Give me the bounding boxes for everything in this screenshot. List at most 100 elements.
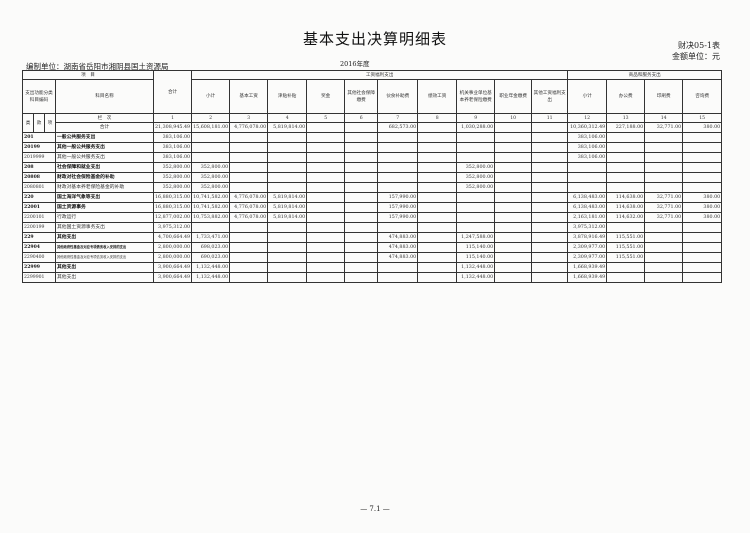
cell-col-4 (267, 162, 308, 173)
column-header: 其他工资福利支出 (531, 79, 569, 114)
cell-col-4: 5,819,814.00 (267, 212, 308, 223)
cell-col-8 (417, 202, 458, 213)
cell-col-9 (456, 222, 496, 233)
name-header: 科目名称 (55, 79, 154, 114)
cell-col-11 (531, 202, 569, 213)
organization: 编制单位：湖南省岳阳市湘阴县国土资源局 (26, 62, 169, 71)
cell-col-6 (344, 272, 379, 283)
cell-col-5 (306, 172, 346, 183)
cell-col-7 (377, 262, 419, 273)
cell-col-10 (494, 272, 533, 283)
cell-col-7 (377, 222, 419, 233)
cell-col-15 (682, 132, 723, 143)
cell-col-13 (606, 272, 646, 283)
cell-col-8 (417, 212, 458, 223)
row-code: 20808 (22, 172, 56, 183)
cell-col-4 (267, 272, 308, 283)
cell-col-8 (417, 182, 458, 193)
cell-col-9 (456, 152, 496, 163)
cell-col-1: 2,800,000.00 (152, 242, 193, 253)
cell-col-5 (306, 252, 346, 263)
cell-col-10 (494, 222, 533, 233)
column-header: 机关事业单位基本养老保险缴费 (456, 79, 496, 114)
cell-col-7 (377, 132, 419, 143)
cell-col-4 (267, 152, 308, 163)
cell-col-9 (456, 132, 496, 143)
cell-col-8 (417, 122, 458, 133)
cell-col-9 (456, 192, 496, 203)
cell-col-1: 383,106.00 (152, 132, 193, 143)
cell-col-7: 157,990.00 (377, 192, 419, 203)
cell-col-1: 383,106.00 (152, 142, 193, 153)
cell-col-2 (191, 152, 231, 163)
cell-col-14: 32,771.00 (644, 122, 684, 133)
column-number: 12 (567, 113, 608, 123)
cell-col-11 (531, 162, 569, 173)
cell-col-15 (682, 272, 723, 283)
table-row: 208 社会保障和就业支出 352,800.00 352,800.00 352,800.… (22, 162, 723, 173)
cell-col-11 (531, 142, 569, 153)
table-row: 2080801 财政对基本养老保险基金的补助 352,800.00 352,800.0… (22, 182, 723, 193)
cell-col-12: 3,878,916.49 (567, 232, 608, 243)
row-name: 其他支出 (55, 232, 154, 243)
cell-col-6 (344, 172, 379, 183)
cell-col-11 (531, 192, 569, 203)
cell-col-15 (682, 232, 723, 243)
cell-col-5 (306, 212, 346, 223)
amount-unit: 金额单位：元 (672, 52, 720, 61)
column-number: 14 (644, 113, 684, 123)
cell-col-15 (682, 142, 723, 153)
cell-col-1: 3,900,664.49 (152, 262, 193, 273)
cell-col-8 (417, 272, 458, 283)
page-title: 基本支出决算明细表 (302, 30, 447, 48)
cell-col-1: 3,975,312.00 (152, 222, 193, 233)
cell-col-13 (606, 162, 646, 173)
table-row: 201 一般公共服务支出 383,106.00 383,106.00 (22, 132, 723, 143)
cell-col-1: 16,880,315.00 (152, 202, 193, 213)
cell-col-3: 4,776,078.00 (229, 122, 269, 133)
cell-col-5 (306, 132, 346, 143)
cell-col-7 (377, 142, 419, 153)
cell-col-5 (306, 152, 346, 163)
cell-col-15: 380.00 (682, 202, 723, 213)
cell-col-2: 352,800.00 (191, 182, 231, 193)
cell-col-5 (306, 272, 346, 283)
wage-group-header: 工资福利支出 (191, 70, 569, 80)
cell-col-12: 6,138,483.00 (567, 202, 608, 213)
cell-col-9: 1,132,448.00 (456, 262, 496, 273)
cell-col-15 (682, 152, 723, 163)
cell-col-3 (229, 232, 269, 243)
cell-col-7 (377, 172, 419, 183)
column-header: 职业年金缴费 (494, 79, 533, 114)
column-number: 13 (606, 113, 646, 123)
cell-col-6 (344, 222, 379, 233)
cell-col-10 (494, 162, 533, 173)
cell-col-14 (644, 272, 684, 283)
row-code: 208 (22, 162, 56, 173)
table-row: 220 国土海洋气象等支出 16,880,315.00 10,741,582.00 4,… (22, 192, 723, 203)
cell-col-10 (494, 152, 533, 163)
cell-col-13 (606, 152, 646, 163)
table-row: 合计 21,308,945.49 15,608,181.00 4,776,078.00… (23, 122, 723, 133)
cell-col-13: 114,632.00 (606, 212, 646, 223)
cell-col-6 (344, 182, 379, 193)
cell-col-12 (567, 172, 608, 183)
cell-col-6 (344, 232, 379, 243)
column-header: 伙食补助费 (377, 79, 419, 114)
cell-col-13 (606, 132, 646, 143)
cell-col-5 (306, 162, 346, 173)
cell-col-5 (306, 122, 346, 133)
total-header: 合计 (152, 70, 193, 114)
cell-col-2: 690,023.00 (191, 252, 231, 263)
cell-col-5 (306, 222, 346, 233)
cell-col-15 (682, 162, 723, 173)
row-code: 2290400 (22, 252, 56, 263)
cell-col-12: 2,163,181.00 (567, 212, 608, 223)
column-number: 7 (377, 113, 419, 123)
cell-col-14 (644, 142, 684, 153)
cell-col-11 (531, 262, 569, 273)
cell-col-1: 21,308,945.49 (152, 122, 193, 133)
column-number: 4 (267, 113, 308, 123)
cell-col-8 (417, 262, 458, 273)
cell-col-3: 4,776,078.00 (229, 192, 269, 203)
